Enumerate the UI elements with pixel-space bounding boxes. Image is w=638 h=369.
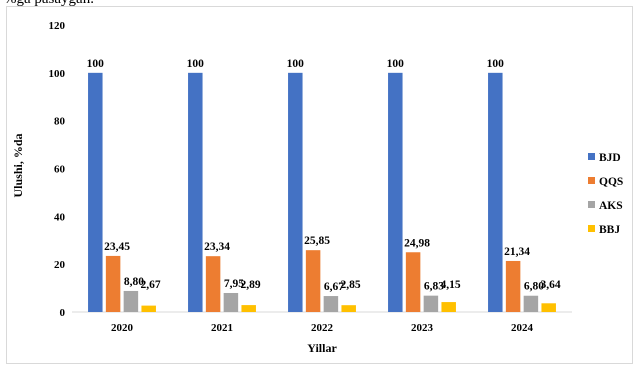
legend-label-bbj: BBJ <box>599 224 620 236</box>
legend-swatch-aks <box>588 201 595 208</box>
y-axis-ticks: 0 20 40 60 80 100 120 <box>49 20 66 319</box>
y-tick-label: 20 <box>54 259 66 271</box>
legend-label-qqs: QQS <box>599 176 623 188</box>
data-label-qqs-2023: 24,98 <box>404 237 430 249</box>
data-label-aks-2020: 8,80 <box>124 276 144 288</box>
bar-qqs-2024 <box>505 260 521 312</box>
data-label-qqs-2021: 23,34 <box>204 241 230 253</box>
x-tick-label: 2020 <box>111 322 134 334</box>
data-label-bjd-2021: 100 <box>187 58 205 70</box>
x-tick-label: 2022 <box>311 322 334 334</box>
data-label-bjd-2024: 100 <box>487 58 505 70</box>
data-label-bbj-2022: 2,85 <box>340 279 360 291</box>
x-tick-label: 2021 <box>211 322 233 334</box>
data-label-bjd-2020: 100 <box>87 58 105 70</box>
data-label-bjd-2023: 100 <box>387 58 405 70</box>
bar-aks-2020 <box>123 290 139 312</box>
legend-label-aks: AKS <box>599 200 623 212</box>
bar-bbj-2022 <box>341 305 356 312</box>
bar-bbj-2020 <box>141 305 156 312</box>
y-tick-label: 100 <box>49 68 66 80</box>
y-axis-title: Ulushi, %da <box>11 133 25 197</box>
data-label-aks-2022: 6,67 <box>324 281 344 293</box>
y-tick-label: 80 <box>54 116 66 128</box>
legend-label-bjd: BJD <box>599 152 621 164</box>
data-label-aks-2024: 6,80 <box>524 281 544 293</box>
data-label-aks-2021: 7,95 <box>224 278 244 290</box>
bar-bjd-2022 <box>288 72 303 312</box>
bar-aks-2021 <box>223 292 239 312</box>
bar-qqs-2020 <box>105 255 121 312</box>
data-label-bbj-2020: 2,67 <box>140 279 160 291</box>
bar-bjd-2020 <box>88 72 103 312</box>
x-axis-title: Yillar <box>307 341 337 355</box>
bar-bbj-2023 <box>441 302 456 312</box>
y-tick-label: 120 <box>49 20 66 32</box>
data-label-bbj-2024: 3,64 <box>540 279 560 291</box>
bar-bbj-2021 <box>241 305 256 312</box>
data-label-qqs-2022: 25,85 <box>304 235 330 247</box>
bar-qqs-2021 <box>205 256 221 312</box>
y-tick-label: 40 <box>54 211 66 223</box>
data-labels: 100 23,45 8,802,67 100 23,34 7,952,89 100 25,85… <box>87 58 561 293</box>
header-text: %ga pasaygan. <box>4 0 94 8</box>
data-label-qqs-2020: 23,45 <box>104 241 130 253</box>
bar-aks-2022 <box>323 296 339 312</box>
bar-qqs-2023 <box>405 252 421 312</box>
legend-swatch-qqs <box>588 177 595 184</box>
bar-bbj-2024 <box>541 303 556 312</box>
legend-swatch-bbj <box>588 225 595 232</box>
x-tick-label: 2023 <box>411 322 434 334</box>
data-label-bbj-2021: 2,89 <box>240 279 260 291</box>
y-tick-label: 60 <box>54 164 66 176</box>
legend-swatch-bjd <box>588 153 595 160</box>
x-axis-ticks: 2020 2021 2022 2023 2024 <box>111 322 534 334</box>
bar-aks-2024 <box>523 295 539 312</box>
data-label-qqs-2024: 21,34 <box>504 246 530 258</box>
legend: BJD QQS AKS BBJ <box>588 152 623 236</box>
chart-frame <box>6 6 633 364</box>
data-label-aks-2023: 6,83 <box>424 281 444 293</box>
bar-bjd-2021 <box>188 72 203 312</box>
bar-aks-2023 <box>423 295 439 312</box>
bar-bjd-2023 <box>388 72 403 312</box>
x-tick-label: 2024 <box>511 322 534 334</box>
bars <box>88 72 556 312</box>
y-tick-label: 0 <box>60 307 66 319</box>
data-label-bbj-2023: 4,15 <box>440 279 460 291</box>
bar-bjd-2024 <box>488 72 503 312</box>
bar-qqs-2022 <box>305 250 321 312</box>
data-label-bjd-2022: 100 <box>287 58 305 70</box>
